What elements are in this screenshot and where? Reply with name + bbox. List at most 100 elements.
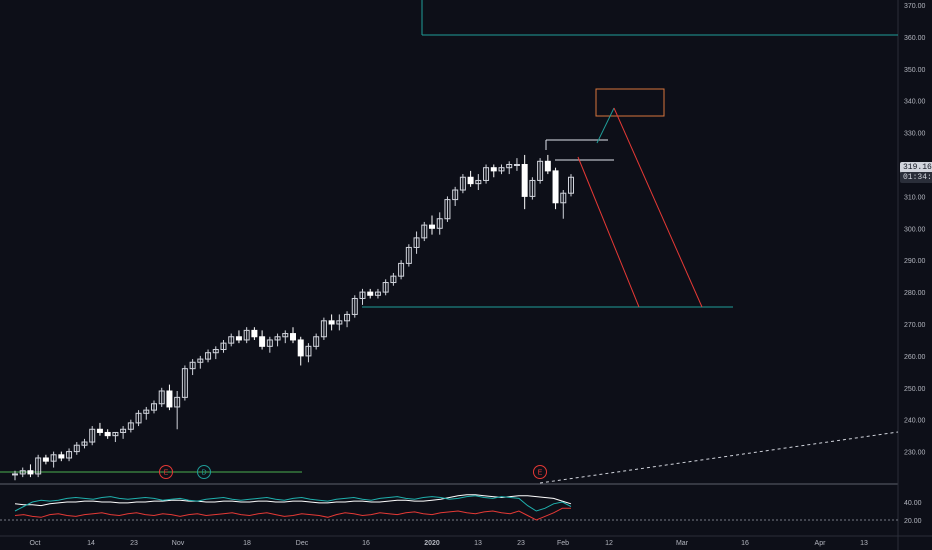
time-tick-label: 12 bbox=[605, 540, 613, 547]
candle-body bbox=[297, 339, 304, 357]
time-tick-label: 16 bbox=[362, 540, 370, 547]
candle-body bbox=[552, 170, 559, 204]
candle-body bbox=[27, 470, 34, 475]
last-price-tag: 319.16 bbox=[900, 162, 932, 173]
candle-body bbox=[421, 224, 428, 239]
candle-body bbox=[81, 441, 88, 446]
candle-body bbox=[313, 336, 320, 347]
price-tick-label: 360.00 bbox=[904, 35, 926, 42]
time-tick-label: 23 bbox=[130, 540, 138, 547]
time-axis[interactable]: Oct 14 23 Nov 18 Dec 16 2020 13 23 Feb 12 Mar 16 Apr 13 bbox=[30, 540, 868, 547]
candle-body bbox=[50, 454, 57, 462]
candle-body bbox=[537, 160, 544, 181]
price-tick-label: 260.00 bbox=[904, 354, 926, 361]
candle-body bbox=[259, 336, 266, 347]
candle-body bbox=[544, 160, 551, 172]
candle-body bbox=[135, 412, 142, 424]
oscillator-series-line bbox=[14, 507, 571, 521]
candle-body bbox=[251, 329, 258, 338]
candle-body bbox=[506, 164, 513, 169]
candle-body bbox=[521, 164, 528, 197]
time-tick-label: Oct bbox=[30, 540, 41, 547]
time-tick-label: 18 bbox=[243, 540, 251, 547]
dividend-marker-label: D bbox=[201, 470, 206, 477]
time-tick-label: Apr bbox=[815, 540, 827, 547]
candle-body bbox=[374, 291, 381, 296]
candle-body bbox=[429, 224, 435, 229]
candle-body bbox=[529, 179, 536, 197]
candle-body bbox=[35, 457, 42, 475]
price-tick-label: 240.00 bbox=[904, 418, 926, 425]
candle-body bbox=[243, 329, 250, 341]
time-tick-label: 2020 bbox=[424, 540, 440, 547]
price-tick-label: 350.00 bbox=[904, 67, 926, 74]
price-tick-label: 270.00 bbox=[904, 322, 926, 329]
dashed-trend-line bbox=[539, 431, 899, 484]
candle-body bbox=[390, 275, 397, 284]
time-tick-label: Feb bbox=[557, 540, 569, 547]
candle-body bbox=[212, 349, 219, 354]
price-tick-label: 330.00 bbox=[904, 131, 926, 138]
candle-body bbox=[483, 167, 490, 181]
candle-body bbox=[452, 189, 459, 201]
drawing-layer[interactable] bbox=[0, 0, 899, 484]
projection-up-line bbox=[596, 107, 615, 144]
candle-body bbox=[444, 199, 451, 220]
candle-body bbox=[166, 390, 173, 408]
price-tick-label: 230.00 bbox=[904, 450, 926, 457]
candle-body bbox=[42, 457, 49, 462]
candle-body bbox=[235, 336, 242, 341]
oscillator-series-line bbox=[14, 495, 572, 512]
candle-body bbox=[112, 431, 119, 437]
candle-body bbox=[66, 451, 73, 459]
candle-body bbox=[475, 179, 482, 185]
time-tick-label: Nov bbox=[172, 540, 185, 547]
candle-body bbox=[181, 368, 188, 398]
candle-body bbox=[228, 336, 235, 344]
candle-body bbox=[436, 218, 443, 229]
candle-body bbox=[143, 409, 150, 414]
time-tick-label: 23 bbox=[517, 540, 525, 547]
candle-body bbox=[174, 396, 181, 408]
price-tick-label: 300.00 bbox=[904, 226, 926, 233]
earnings-marker-label: E bbox=[538, 470, 543, 477]
candle-body bbox=[19, 470, 26, 475]
price-tick-label: 280.00 bbox=[904, 290, 926, 297]
projection-down-line bbox=[613, 107, 703, 308]
price-tick-label: 250.00 bbox=[904, 386, 926, 393]
time-tick-label: 16 bbox=[741, 540, 749, 547]
price-tick-label: 310.00 bbox=[904, 194, 926, 201]
candle-body bbox=[120, 428, 127, 433]
candle-body bbox=[151, 403, 157, 411]
time-tick-label: 13 bbox=[860, 540, 868, 547]
candle-body bbox=[220, 342, 227, 351]
candle-body bbox=[197, 358, 204, 363]
time-tick-label: Mar bbox=[676, 540, 689, 547]
candle-body bbox=[266, 339, 273, 347]
candle-body bbox=[274, 336, 281, 341]
candle-body bbox=[96, 428, 103, 433]
candle-body bbox=[490, 167, 497, 172]
candle-body bbox=[305, 345, 312, 357]
earnings-marker-label: E bbox=[164, 470, 169, 477]
price-tick-label: 290.00 bbox=[904, 258, 926, 265]
price-tick-label: 340.00 bbox=[904, 99, 926, 106]
candle-body bbox=[359, 291, 366, 299]
dividend-marker-circle bbox=[197, 465, 211, 479]
target-box bbox=[595, 88, 665, 117]
candle-body bbox=[127, 422, 134, 430]
projection-down-line-2 bbox=[577, 156, 640, 308]
candle-body bbox=[58, 454, 65, 459]
price-axis[interactable]: 370.00360.00350.00340.00330.00320.00310.… bbox=[904, 3, 926, 525]
time-tick-label: 14 bbox=[87, 540, 95, 547]
candle-body bbox=[351, 297, 358, 315]
oscillator-tick-label: 20.00 bbox=[904, 518, 922, 525]
candle-body bbox=[560, 192, 567, 204]
candles bbox=[12, 154, 574, 481]
candle-body bbox=[189, 361, 196, 370]
candle-body bbox=[398, 262, 405, 277]
candle-body bbox=[282, 333, 289, 338]
